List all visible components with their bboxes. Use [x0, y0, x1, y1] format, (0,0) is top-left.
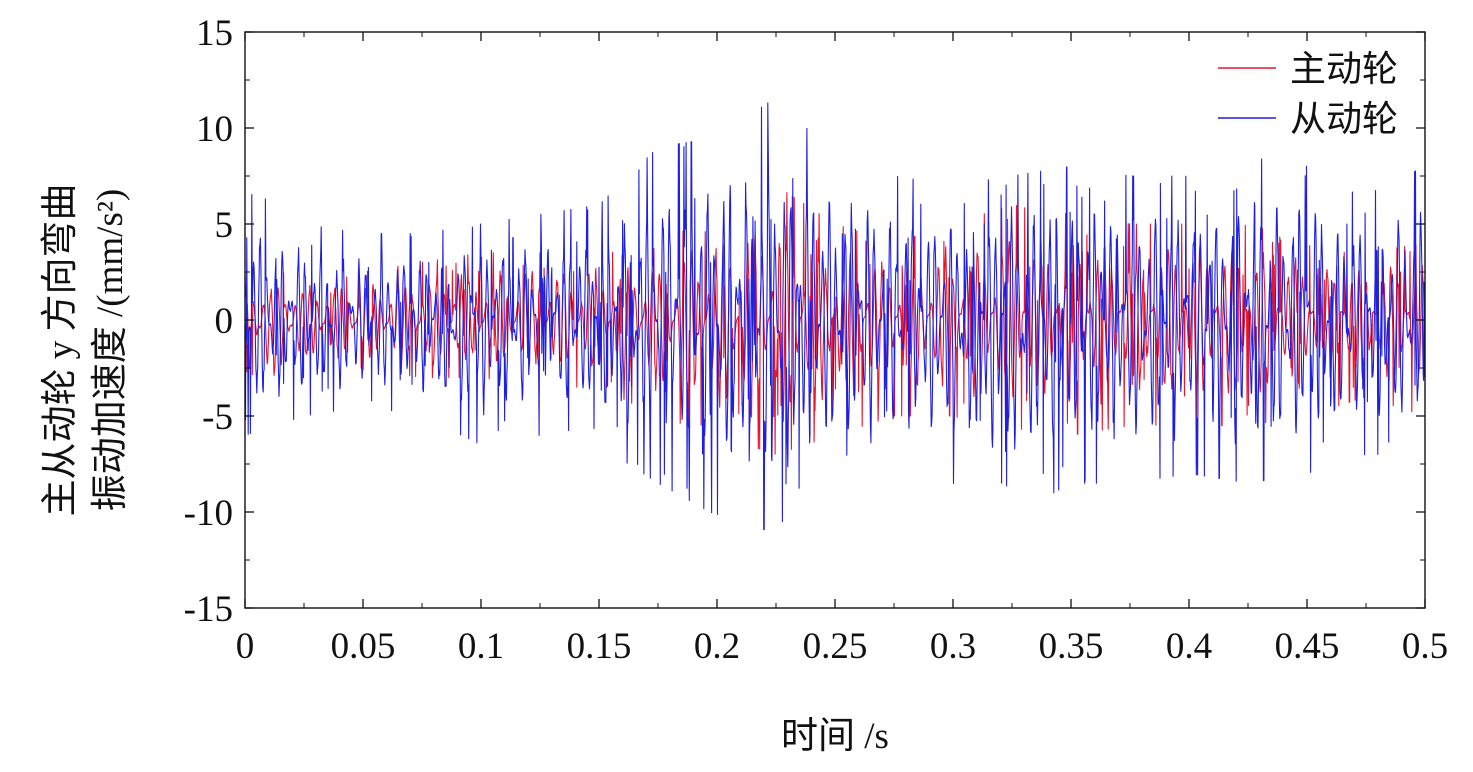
y-tick-label: 5 [215, 205, 234, 246]
y-tick-label: 15 [196, 13, 233, 54]
y-axis-title-line2: 振动加速度 /(mm/s²) [89, 189, 131, 512]
x-tick-label: 0.1 [458, 626, 504, 667]
y-axis-title: 主从动轮 y 方向弯曲 振动加速度 /(mm/s²) [39, 184, 131, 517]
x-tick-label: 0.4 [1166, 626, 1212, 667]
x-tick-label: 0 [236, 626, 255, 667]
series-line-1 [244, 192, 1426, 455]
x-axis-title: 时间 /s [781, 716, 889, 757]
y-tick-label: -15 [184, 589, 233, 630]
y-tick-label: -5 [202, 397, 233, 438]
x-tick-label: 0.05 [331, 626, 396, 667]
series-layer [244, 102, 1426, 531]
legend-label-2: 从动轮 [1290, 99, 1398, 139]
x-tick-label: 0.2 [694, 626, 740, 667]
y-tick-label: 0 [215, 301, 234, 342]
y-axis-title-line1: 主从动轮 y 方向弯曲 [39, 184, 81, 517]
legend-label-1: 主动轮 [1290, 49, 1398, 89]
x-tick-label: 0.45 [1275, 626, 1340, 667]
ticks-layer: 0 0.05 0.1 0.15 0.2 0.25 0.3 0.35 0.4 0.45 0.5 -15 -… [184, 13, 1448, 667]
y-tick-label: 10 [196, 109, 233, 150]
x-tick-label: 0.3 [930, 626, 976, 667]
x-tick-label: 0.15 [567, 626, 632, 667]
x-tick-label: 0.35 [1039, 626, 1104, 667]
x-tick-label: 0.25 [803, 626, 868, 667]
x-tick-label: 0.5 [1402, 626, 1448, 667]
y-tick-label: -10 [184, 493, 233, 534]
series-line-2 [244, 102, 1426, 531]
